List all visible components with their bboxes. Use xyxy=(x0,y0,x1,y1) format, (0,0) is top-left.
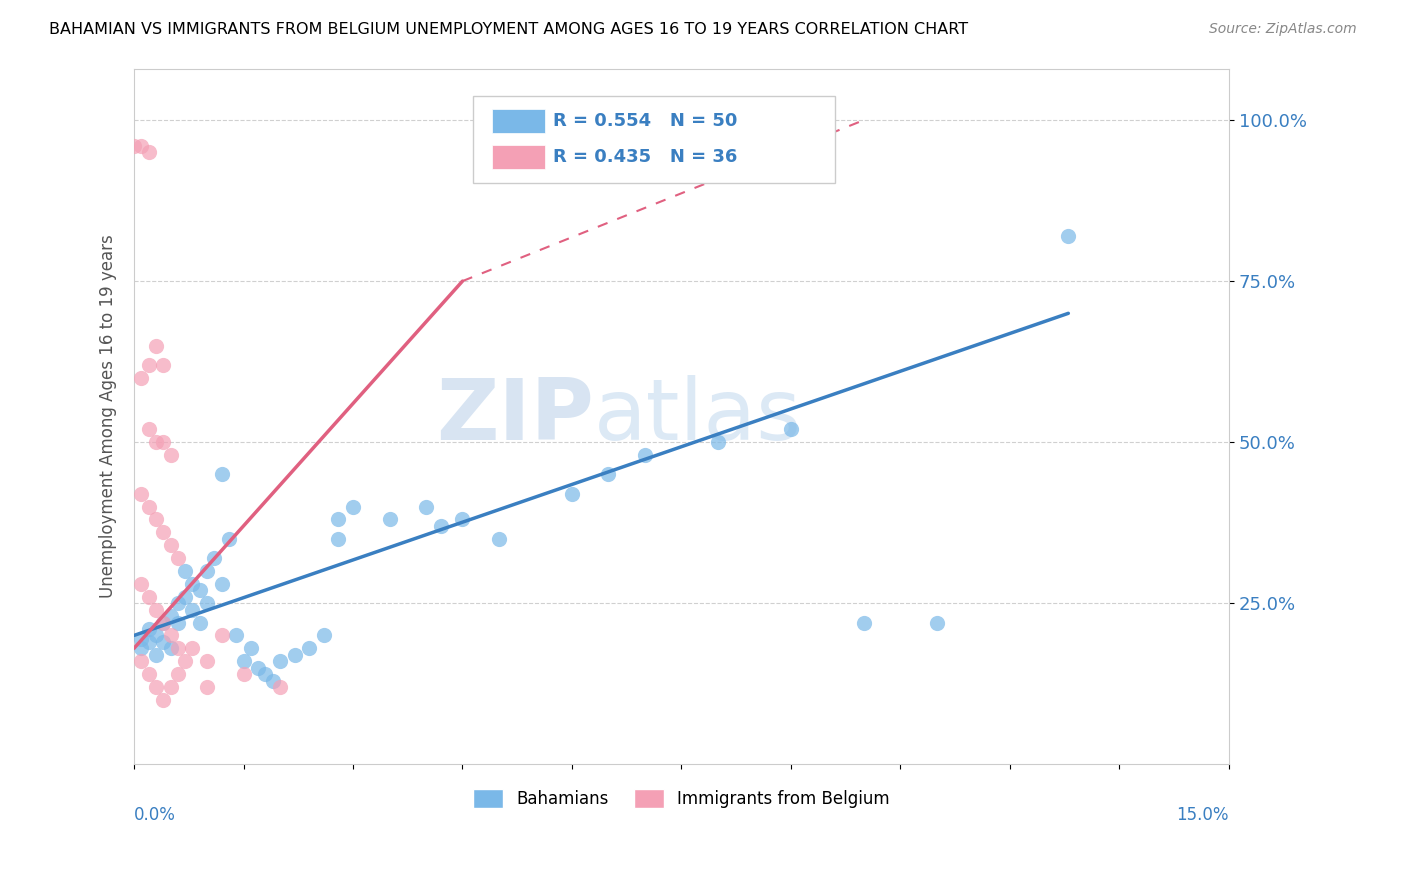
Point xyxy=(328,512,350,526)
FancyBboxPatch shape xyxy=(492,109,544,133)
Point xyxy=(181,577,204,591)
Text: BAHAMIAN VS IMMIGRANTS FROM BELGIUM UNEMPLOYMENT AMONG AGES 16 TO 19 YEARS CORRE: BAHAMIAN VS IMMIGRANTS FROM BELGIUM UNEM… xyxy=(49,22,969,37)
Point xyxy=(159,609,181,624)
Point xyxy=(138,622,160,636)
Point xyxy=(152,635,174,649)
Point xyxy=(174,654,197,668)
Point xyxy=(152,693,174,707)
Point xyxy=(269,654,291,668)
Point xyxy=(174,564,197,578)
Text: atlas: atlas xyxy=(593,375,801,458)
Text: Source: ZipAtlas.com: Source: ZipAtlas.com xyxy=(1209,22,1357,37)
Point xyxy=(145,628,167,642)
Point xyxy=(152,615,174,630)
Point xyxy=(145,435,167,450)
Point xyxy=(159,641,181,656)
FancyBboxPatch shape xyxy=(492,145,544,169)
Point xyxy=(188,583,211,598)
Point xyxy=(152,435,174,450)
Point xyxy=(561,486,583,500)
Point xyxy=(181,641,204,656)
Y-axis label: Unemployment Among Ages 16 to 19 years: Unemployment Among Ages 16 to 19 years xyxy=(100,235,117,599)
Point xyxy=(298,641,321,656)
Point xyxy=(166,596,188,610)
Point xyxy=(138,667,160,681)
Point xyxy=(131,654,153,668)
Point xyxy=(1057,229,1080,244)
Point xyxy=(488,532,510,546)
Point xyxy=(166,641,188,656)
Point xyxy=(145,648,167,662)
Point xyxy=(166,667,188,681)
Point xyxy=(181,602,204,616)
Point xyxy=(138,635,160,649)
Point xyxy=(328,532,350,546)
Point xyxy=(218,532,240,546)
Point xyxy=(195,680,218,694)
Point xyxy=(145,602,167,616)
Point xyxy=(145,338,167,352)
Text: ZIP: ZIP xyxy=(436,375,593,458)
Point xyxy=(131,641,153,656)
Point xyxy=(152,615,174,630)
Point xyxy=(166,551,188,566)
Point xyxy=(159,680,181,694)
Point xyxy=(598,467,620,482)
Point xyxy=(131,632,153,646)
Point xyxy=(174,590,197,604)
Point xyxy=(159,628,181,642)
Point xyxy=(707,435,730,450)
Point xyxy=(269,680,291,694)
Text: R = 0.554   N = 50: R = 0.554 N = 50 xyxy=(554,112,738,129)
Point xyxy=(211,628,233,642)
Text: 15.0%: 15.0% xyxy=(1177,806,1229,824)
Point xyxy=(284,648,307,662)
Point xyxy=(188,615,211,630)
FancyBboxPatch shape xyxy=(474,96,835,184)
Point xyxy=(634,448,657,462)
Point xyxy=(254,667,277,681)
Point xyxy=(378,512,401,526)
Point xyxy=(211,467,233,482)
Point xyxy=(232,667,254,681)
Point xyxy=(131,370,153,384)
Text: 0.0%: 0.0% xyxy=(134,806,176,824)
Point xyxy=(211,577,233,591)
Point xyxy=(780,422,803,436)
Point xyxy=(122,138,145,153)
Point xyxy=(152,525,174,540)
Point xyxy=(131,486,153,500)
Point xyxy=(225,628,247,642)
Point xyxy=(232,654,254,668)
Point xyxy=(925,615,948,630)
Point xyxy=(138,358,160,372)
Point xyxy=(195,654,218,668)
Point xyxy=(131,138,153,153)
Point xyxy=(145,512,167,526)
Point xyxy=(159,538,181,552)
Point xyxy=(415,500,437,514)
Point xyxy=(342,500,364,514)
Point xyxy=(152,358,174,372)
Point xyxy=(451,512,474,526)
Point xyxy=(138,145,160,160)
Point xyxy=(166,615,188,630)
Point xyxy=(202,551,225,566)
Text: R = 0.435   N = 36: R = 0.435 N = 36 xyxy=(554,148,738,166)
Point xyxy=(247,660,270,674)
Point xyxy=(262,673,284,688)
Point xyxy=(195,564,218,578)
Point xyxy=(138,500,160,514)
Legend: Bahamians, Immigrants from Belgium: Bahamians, Immigrants from Belgium xyxy=(467,782,897,815)
Point xyxy=(159,448,181,462)
Point xyxy=(138,422,160,436)
Point xyxy=(195,596,218,610)
Point xyxy=(429,519,451,533)
Point xyxy=(131,577,153,591)
Point xyxy=(145,680,167,694)
Point xyxy=(239,641,262,656)
Point xyxy=(312,628,335,642)
Point xyxy=(138,590,160,604)
Point xyxy=(852,615,875,630)
